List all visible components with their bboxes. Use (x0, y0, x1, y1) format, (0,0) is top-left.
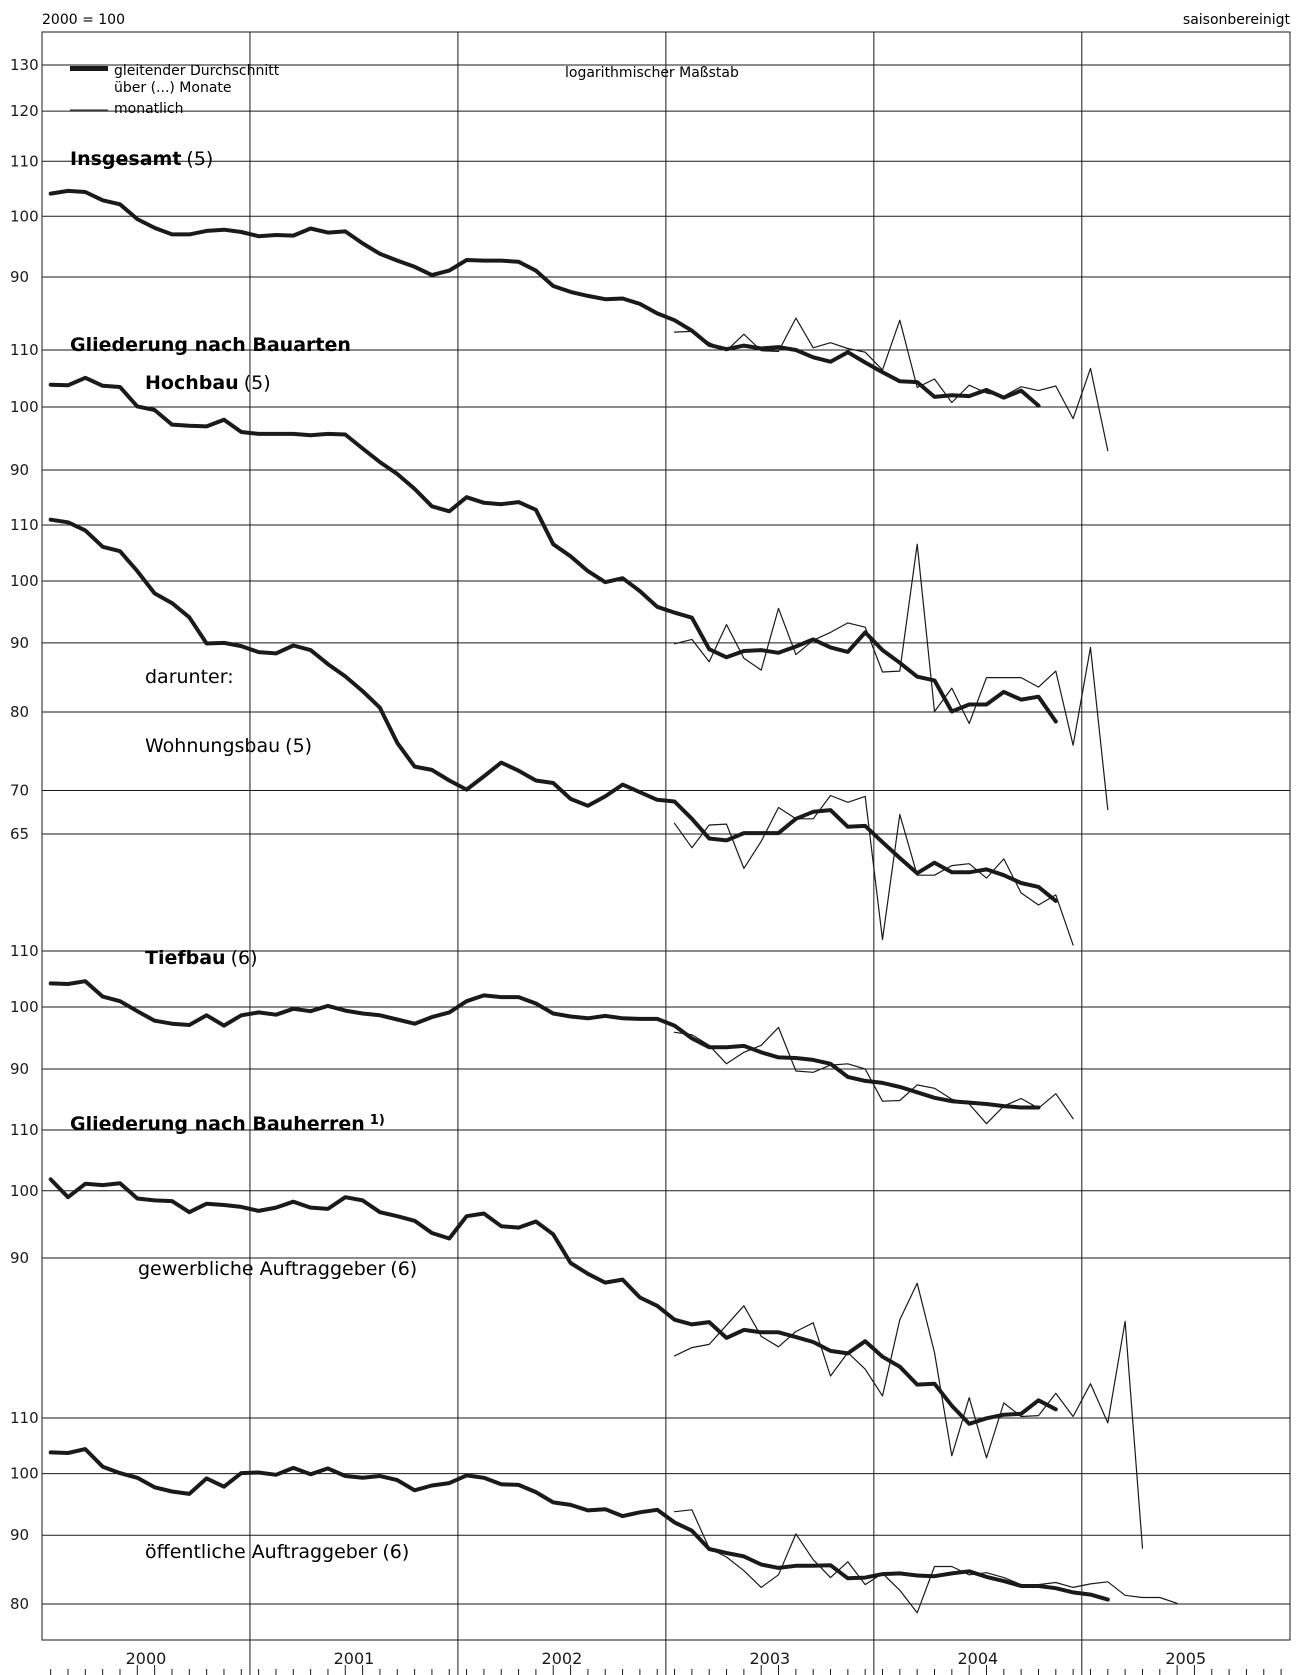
darunter-label: darunter: (145, 666, 234, 688)
y-tick-label-tiefbau: 100 (10, 998, 39, 1016)
panel-title-tiefbau: Tiefbau (6) (145, 947, 258, 969)
chart-frame (41, 31, 1291, 1675)
series-tiefbau-monthly (673, 1026, 1074, 1125)
series-lines (48, 188, 1178, 1614)
x-tick-label-year: 2003 (750, 1649, 791, 1668)
panel-title-oeffentliche: öffentliche Auftraggeber (6) (145, 1541, 409, 1563)
series-gewerbliche-monthly (673, 1282, 1144, 1549)
y-tick-label-hochbau: 90 (10, 461, 29, 479)
legend-thin-label: monatlich (114, 101, 184, 117)
panel-title-wohnungsbau: Wohnungsbau (5) (145, 735, 312, 757)
legend-thick-line-icon (70, 66, 108, 71)
y-tick-label-oeffentliche: 80 (10, 1595, 29, 1613)
y-tick-label-wohnungsbau: 100 (10, 572, 39, 590)
series-oeffentliche-monthly (673, 1509, 1178, 1614)
y-tick-label-gewerbliche: 90 (10, 1249, 29, 1267)
series-wohnungsbau-monthly (673, 794, 1074, 946)
section-heading-bauarten: Gliederung nach Bauarten (70, 334, 351, 356)
series-insgesamt-monthly (673, 317, 1109, 452)
x-tick-label-year: 2005 (1165, 1649, 1206, 1668)
x-tick-label-year: 2000 (126, 1649, 167, 1668)
y-tick-label-tiefbau: 110 (10, 942, 39, 960)
y-tick-label-insgesamt: 100 (10, 207, 39, 225)
panel-title-hochbau: Hochbau (5) (145, 372, 271, 394)
panel-title-insgesamt: Insgesamt (5) (70, 148, 213, 170)
series-wohnungsbau-average (48, 517, 1058, 903)
y-tick-label-gewerbliche: 110 (10, 1121, 39, 1139)
scale-note: logarithmischer Maßstab (565, 65, 739, 81)
x-tick-label-year: 2001 (334, 1649, 375, 1668)
section-heading-bauherren: Gliederung nach Bauherren 1) (70, 1113, 385, 1135)
panel-title-gewerbliche: gewerbliche Auftraggeber (6) (138, 1258, 417, 1280)
series-gewerbliche-average (48, 1177, 1058, 1426)
y-tick-label-wohnungsbau: 90 (10, 634, 29, 652)
y-tick-label-hochbau: 100 (10, 398, 39, 416)
y-tick-labels: 90 100 110 120 130 90 100 110 65 70 80 90 100 110 90 10… (10, 56, 39, 1613)
y-tick-label-oeffentliche: 110 (10, 1409, 39, 1427)
series-tiefbau-average (48, 979, 1041, 1110)
y-tick-label-insgesamt: 110 (10, 152, 39, 170)
x-tick-label-year: 2004 (957, 1649, 998, 1668)
series-hochbau-monthly (673, 543, 1109, 811)
adjustment-label: saisonbereinigt (1183, 12, 1291, 28)
legend-thick-label-2: über (...) Monate (114, 80, 232, 96)
series-insgesamt-average (48, 188, 1041, 408)
x-axis: 2000 2001 2002 2003 2004 2005 (42, 1639, 1290, 1675)
x-tick-label-year: 2002 (542, 1649, 583, 1668)
series-hochbau-average (48, 375, 1058, 724)
y-tick-label-tiefbau: 90 (10, 1060, 29, 1078)
grid-lines (42, 64, 1290, 1605)
y-tick-label-wohnungsbau: 70 (10, 781, 29, 799)
base-label: 2000 = 100 (42, 12, 125, 28)
y-tick-label-gewerbliche: 100 (10, 1182, 39, 1200)
y-tick-label-oeffentliche: 90 (10, 1526, 29, 1544)
y-tick-label-wohnungsbau: 80 (10, 703, 29, 721)
y-tick-label-insgesamt: 130 (10, 56, 39, 74)
y-tick-label-wohnungsbau: 65 (10, 825, 29, 843)
y-tick-label-hochbau: 110 (10, 341, 39, 359)
y-tick-label-wohnungsbau: 110 (10, 516, 39, 534)
y-tick-label-insgesamt: 120 (10, 102, 39, 120)
y-tick-label-oeffentliche: 100 (10, 1465, 39, 1483)
y-tick-label-insgesamt: 90 (10, 268, 29, 286)
series-oeffentliche-average (48, 1447, 1110, 1602)
legend-thick-label-1: gleitender Durchschnitt (114, 63, 280, 79)
